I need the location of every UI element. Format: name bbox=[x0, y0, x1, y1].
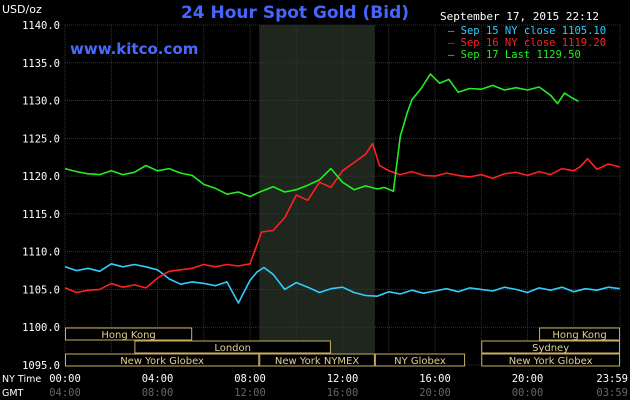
x-tick-label-gmt: 04:00 bbox=[49, 387, 81, 399]
x-tick-label-ny: 16:00 bbox=[419, 373, 451, 385]
y-tick-label: 1105.0 bbox=[22, 284, 60, 296]
session-box bbox=[374, 353, 466, 367]
nymex-session-shading bbox=[259, 25, 375, 365]
legend-item-sep15: – Sep 15 NY close 1105.10 bbox=[448, 25, 606, 37]
session-label: New York Globex bbox=[509, 356, 593, 367]
chart-title: 24 Hour Spot Gold (Bid) bbox=[181, 3, 409, 23]
sep15-price-line bbox=[64, 262, 620, 304]
y-tick-label: 1130.0 bbox=[22, 96, 60, 108]
sep16-price-line bbox=[64, 142, 621, 294]
x-tick-label-gmt: 20:00 bbox=[419, 387, 451, 399]
x-tick-label-gmt: 16:00 bbox=[327, 387, 359, 399]
session-box bbox=[65, 353, 260, 367]
x-tick-label-ny: 12:00 bbox=[327, 373, 359, 385]
legend-item-sep16: – Sep 16 NY close 1119.20 bbox=[448, 37, 606, 49]
session-label: Hong Kong bbox=[552, 330, 606, 341]
y-tick-label: 1110.0 bbox=[22, 247, 60, 259]
session-box bbox=[65, 327, 193, 341]
session-bar-row3: NY Globex bbox=[374, 353, 466, 367]
legend-item-sep17: – Sep 17 Last 1129.50 bbox=[448, 49, 581, 61]
x-tick-label-ny: 20:00 bbox=[512, 373, 544, 385]
x-tick-label-gmt: 03:59 bbox=[596, 387, 628, 399]
timestamp: September 17, 2015 22:12 bbox=[440, 10, 599, 23]
session-bar-row1: Hong Kong bbox=[65, 327, 193, 341]
y-tick-label: 1120.0 bbox=[22, 171, 60, 183]
x-axis-gmt-label: GMT bbox=[2, 388, 24, 399]
y-tick-label: 1095.0 bbox=[22, 360, 60, 372]
session-box bbox=[134, 340, 331, 354]
x-tick-label-gmt: 08:00 bbox=[142, 387, 174, 399]
session-bar-row2: London bbox=[134, 340, 331, 354]
y-tick-label: 1140.0 bbox=[22, 20, 60, 32]
session-label: NY Globex bbox=[394, 356, 446, 367]
session-label: New York NYMEX bbox=[275, 356, 360, 367]
sep17-price-line bbox=[64, 73, 579, 198]
x-tick-label-gmt: 00:00 bbox=[512, 387, 544, 399]
y-tick-label: 1125.0 bbox=[22, 133, 60, 145]
x-tick-label-ny: 04:00 bbox=[142, 373, 174, 385]
units-label: USD/oz bbox=[2, 3, 42, 16]
brand-watermark: www.kitco.com bbox=[70, 40, 198, 58]
x-tick-label-ny: 08:00 bbox=[234, 373, 266, 385]
session-label: London bbox=[214, 343, 251, 354]
session-label: New York Globex bbox=[120, 356, 204, 367]
session-bar-row2: Sydney bbox=[481, 340, 620, 354]
session-bar-row3: New York Globex bbox=[481, 353, 620, 367]
x-tick-label-ny: 23:59 bbox=[596, 373, 628, 385]
y-tick-label: 1135.0 bbox=[22, 58, 60, 70]
y-tick-label: 1100.0 bbox=[22, 322, 60, 334]
x-axis-ny-label: NY Time bbox=[2, 374, 41, 385]
session-bar-row3: New York NYMEX bbox=[259, 353, 375, 367]
session-bar-row1: Hong Kong bbox=[539, 327, 620, 341]
session-label: Hong Kong bbox=[101, 330, 155, 341]
session-box bbox=[481, 353, 620, 367]
x-tick-label-gmt: 12:00 bbox=[234, 387, 266, 399]
session-label: Sydney bbox=[532, 343, 569, 354]
session-bar-row3: New York Globex bbox=[65, 353, 260, 367]
session-box bbox=[259, 353, 375, 367]
session-box bbox=[481, 340, 620, 354]
y-tick-label: 1115.0 bbox=[22, 209, 60, 221]
session-box bbox=[539, 327, 620, 341]
x-tick-label-ny: 00:00 bbox=[49, 373, 81, 385]
legend: – Sep 15 NY close 1105.10 – Sep 16 NY cl… bbox=[448, 25, 606, 61]
